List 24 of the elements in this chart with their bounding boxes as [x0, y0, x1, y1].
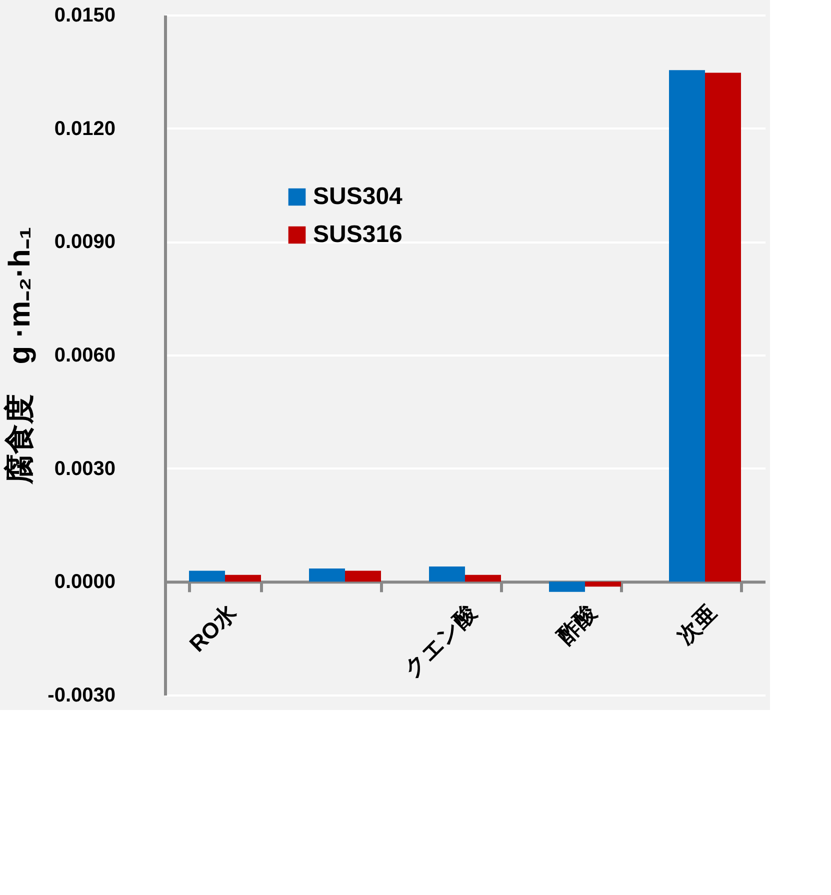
bar [345, 570, 381, 582]
y-tick-label: 0.0120 [54, 118, 116, 140]
legend-label: SUS316 [313, 221, 402, 248]
bar [309, 568, 345, 582]
bar [549, 582, 585, 592]
legend-label: SUS304 [313, 183, 404, 210]
y-axis-title: 腐食度 g ·m₋₂·h₋₁ [2, 226, 37, 486]
bar [585, 582, 621, 587]
bar [669, 70, 705, 582]
bar [429, 566, 465, 582]
y-tick-label: -0.0030 [48, 684, 116, 706]
y-tick-label: 0.0060 [54, 344, 116, 366]
y-tick-label: 0.0000 [54, 571, 116, 594]
bar [225, 574, 261, 582]
y-tick-label: 0.0090 [54, 231, 116, 254]
x-tick-label: クエン酸 [399, 599, 482, 682]
bar [189, 570, 225, 582]
bar [705, 72, 741, 582]
x-tick-label: RO水 [184, 599, 242, 657]
x-tick-label: 次亜 [672, 600, 722, 649]
x-tick-label: 酢酸 [552, 599, 602, 649]
y-tick-label: 0.0030 [54, 458, 116, 480]
y-tick-label: 0.0150 [54, 4, 116, 26]
bar [465, 574, 501, 582]
